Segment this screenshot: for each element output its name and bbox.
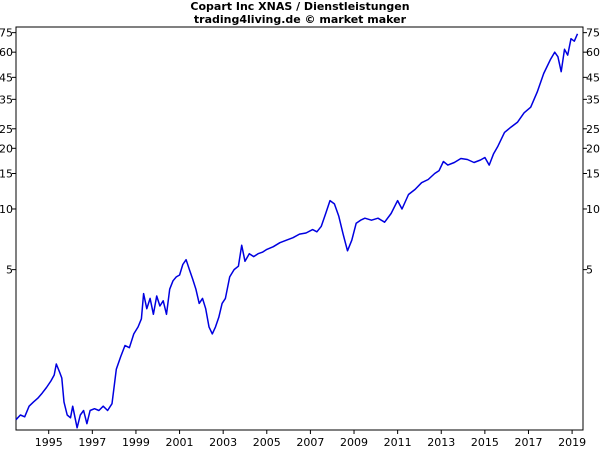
y-tick-label-left: 15 <box>0 167 13 180</box>
y-tick-label-left: 35 <box>0 93 13 106</box>
x-tick-label: 2013 <box>427 436 455 449</box>
x-tick-label: 2003 <box>209 436 237 449</box>
y-tick-label-left: 10 <box>0 203 13 216</box>
x-tick-label: 2005 <box>253 436 281 449</box>
chart-title: Copart Inc XNAS / Dienstleistungen <box>190 0 409 13</box>
y-tick-label-right: 35 <box>586 93 600 106</box>
y-tick-label-left: 25 <box>0 123 13 136</box>
x-tick-label: 2007 <box>296 436 324 449</box>
chart-subtitle: trading4living.de © market maker <box>194 13 407 26</box>
y-tick-label-right: 25 <box>586 123 600 136</box>
x-tick-label: 2009 <box>340 436 368 449</box>
x-tick-label: 1995 <box>35 436 63 449</box>
x-tick-label: 2015 <box>471 436 499 449</box>
plot-area-frame <box>15 26 584 431</box>
y-tick-label-right: 45 <box>586 71 600 84</box>
x-tick-label: 2019 <box>558 436 586 449</box>
x-tick-label: 1997 <box>78 436 106 449</box>
y-tick-label-left: 75 <box>0 27 13 40</box>
y-tick-label-left: 60 <box>0 46 13 59</box>
y-tick-label-left: 45 <box>0 71 13 84</box>
y-tick-label-right: 15 <box>586 167 600 180</box>
y-tick-label-left: 5 <box>6 264 13 277</box>
x-tick-label: 2017 <box>514 436 542 449</box>
y-tick-label-right: 75 <box>586 27 600 40</box>
y-tick-label-right: 20 <box>586 142 600 155</box>
x-tick-label: 2001 <box>166 436 194 449</box>
price-line <box>15 33 579 429</box>
y-tick-label-right: 5 <box>586 264 593 277</box>
y-tick-label-left: 20 <box>0 142 13 155</box>
y-tick-label-right: 60 <box>586 46 600 59</box>
x-tick-label: 1999 <box>122 436 150 449</box>
x-tick-label: 2011 <box>384 436 412 449</box>
y-tick-label-right: 10 <box>586 203 600 216</box>
